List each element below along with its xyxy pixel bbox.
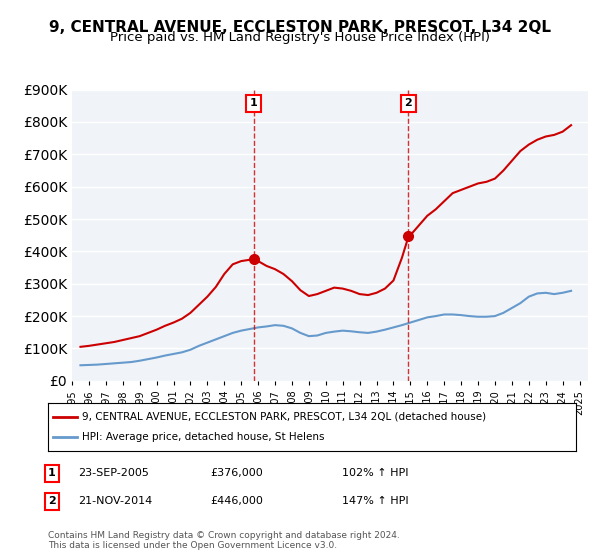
Text: 1: 1 xyxy=(250,99,257,108)
Text: 2: 2 xyxy=(404,99,412,108)
Text: 23-SEP-2005: 23-SEP-2005 xyxy=(78,468,149,478)
Text: Price paid vs. HM Land Registry's House Price Index (HPI): Price paid vs. HM Land Registry's House … xyxy=(110,31,490,44)
Text: 102% ↑ HPI: 102% ↑ HPI xyxy=(342,468,409,478)
Text: 21-NOV-2014: 21-NOV-2014 xyxy=(78,496,152,506)
Text: 2: 2 xyxy=(48,496,56,506)
Text: 9, CENTRAL AVENUE, ECCLESTON PARK, PRESCOT, L34 2QL (detached house): 9, CENTRAL AVENUE, ECCLESTON PARK, PRESC… xyxy=(82,412,487,422)
Text: 147% ↑ HPI: 147% ↑ HPI xyxy=(342,496,409,506)
Text: HPI: Average price, detached house, St Helens: HPI: Average price, detached house, St H… xyxy=(82,432,325,442)
Text: Contains HM Land Registry data © Crown copyright and database right 2024.
This d: Contains HM Land Registry data © Crown c… xyxy=(48,531,400,550)
Text: 9, CENTRAL AVENUE, ECCLESTON PARK, PRESCOT, L34 2QL: 9, CENTRAL AVENUE, ECCLESTON PARK, PRESC… xyxy=(49,20,551,35)
Text: £376,000: £376,000 xyxy=(210,468,263,478)
Text: 1: 1 xyxy=(48,468,56,478)
Text: £446,000: £446,000 xyxy=(210,496,263,506)
